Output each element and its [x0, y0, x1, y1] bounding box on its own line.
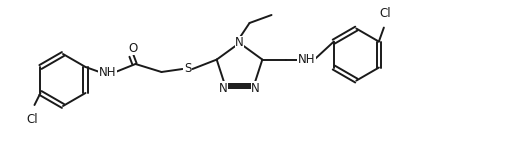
- Text: NH: NH: [297, 53, 315, 66]
- Text: S: S: [184, 62, 191, 75]
- Text: N: N: [235, 36, 244, 50]
- Text: Cl: Cl: [379, 7, 391, 20]
- Text: N: N: [251, 82, 260, 95]
- Text: NH: NH: [99, 66, 116, 78]
- Text: N: N: [219, 82, 228, 95]
- Text: Cl: Cl: [27, 113, 38, 126]
- Text: O: O: [128, 41, 137, 54]
